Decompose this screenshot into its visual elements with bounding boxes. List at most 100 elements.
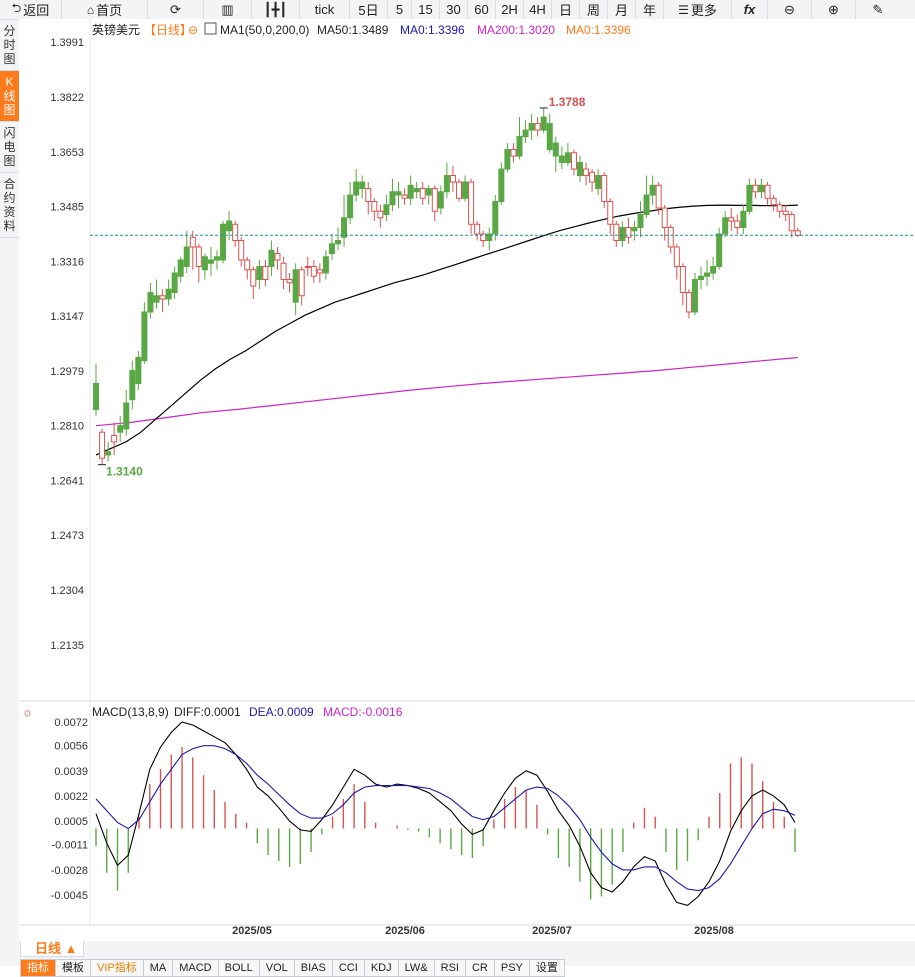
price-tick-label: 1.2135 — [50, 640, 84, 652]
candle-body — [377, 210, 384, 219]
formula-button[interactable]: fx — [732, 0, 768, 19]
period-4h[interactable]: 4H — [524, 0, 552, 19]
candle-body — [528, 123, 535, 131]
indicator-tab[interactable]: 指标 — [20, 959, 56, 977]
indicator-tab[interactable]: MA — [143, 959, 174, 977]
period-label: 日 — [558, 3, 572, 18]
period-5[interactable]: 5 — [388, 0, 412, 19]
indicator-tab[interactable]: KDJ — [364, 959, 399, 977]
period-month[interactable]: 月 — [608, 0, 636, 19]
home-button[interactable]: ⌂ 首页 — [62, 0, 148, 19]
candle-body — [226, 220, 233, 232]
candle-body — [395, 191, 402, 196]
sidebar-item-contract-info[interactable]: 合约资料 — [0, 173, 19, 238]
menu-icon: ☰ — [678, 2, 689, 17]
candle-body — [268, 249, 275, 268]
indicator-icon[interactable] — [204, 22, 217, 35]
indicator-tab[interactable]: RSI — [434, 959, 466, 977]
indicator-tab[interactable]: 设置 — [529, 959, 565, 977]
indicator-tab[interactable]: VIP指标 — [91, 959, 144, 977]
candle-body — [177, 259, 184, 277]
kline-chart[interactable]: 1.3991 1.3822 1.3653 1.3485 1.3316 1.3147 1.29… — [0, 0, 915, 941]
more-button[interactable]: ☰ 更多 — [664, 0, 732, 19]
candle-body — [365, 188, 372, 203]
candle-type-button[interactable]: ┃╋┃ — [252, 0, 300, 19]
period-selector-button[interactable]: 日线 ▲ — [20, 941, 84, 957]
candle-body — [201, 256, 208, 271]
candle-body — [679, 266, 686, 293]
price-tick-label: 1.3485 — [50, 201, 84, 213]
candle-body — [673, 246, 680, 268]
period-year[interactable]: 年 — [636, 0, 664, 19]
chart-type-button[interactable]: ▥ — [204, 0, 252, 19]
period-week[interactable]: 周 — [580, 0, 608, 19]
sidebar-item-timeshare[interactable]: 分时图 — [0, 20, 19, 71]
candle-body — [425, 188, 432, 196]
candle-body — [462, 181, 469, 199]
indicator-tab[interactable]: 模板 — [56, 959, 91, 977]
candle-body — [492, 201, 499, 235]
candle-body — [322, 256, 329, 274]
back-button[interactable]: ⮌ 返回 — [0, 0, 62, 19]
candle-body — [716, 233, 723, 268]
sidebar-item-kline[interactable]: K线图 — [0, 71, 19, 122]
period-2h[interactable]: 2H — [496, 0, 524, 19]
candle-body — [637, 214, 644, 229]
period-15[interactable]: 15 — [412, 0, 440, 19]
candle-body — [165, 288, 172, 300]
indicator-tab[interactable]: LW& — [398, 959, 435, 977]
candle-body — [232, 223, 239, 242]
indicator-tab[interactable]: PSY — [494, 959, 530, 977]
refresh-button[interactable]: ⟳ — [148, 0, 204, 19]
candle-body — [419, 188, 426, 199]
candle-body — [141, 311, 148, 362]
period-5d[interactable]: 5日 — [350, 0, 388, 19]
indicator-tabs: 指标 模板 VIP指标 MA MACD BOLL VOL BIAS CCI KDJ LW& RSI CR… — [20, 959, 565, 977]
candle-body — [504, 149, 511, 170]
draw-button[interactable]: ✎ — [856, 0, 900, 19]
candle-body — [105, 451, 112, 456]
candle-body — [431, 188, 438, 212]
candle-body — [353, 181, 360, 196]
settings-icon[interactable]: ⊖ — [188, 23, 198, 37]
period-tick[interactable]: tick — [300, 0, 350, 19]
indicator-tab[interactable]: VOL — [259, 959, 295, 977]
macd-sun-icon[interactable]: ☼ — [22, 705, 33, 719]
period-day[interactable]: 日 — [552, 0, 580, 19]
indicator-tab[interactable]: CR — [465, 959, 495, 977]
macd-legend-dea: DEA:0.0009 — [249, 705, 314, 719]
sidebar-item-flash[interactable]: 闪电图 — [0, 122, 19, 173]
price-tick-label: 1.2979 — [50, 366, 84, 378]
candle-body — [480, 233, 487, 242]
candlestick-icon: ┃╋┃ — [263, 1, 288, 17]
candle-body — [468, 181, 475, 225]
zoom-out-button[interactable]: ⊖ — [768, 0, 812, 19]
price-tick-label: 1.3316 — [50, 256, 84, 268]
dea-line — [95, 745, 796, 892]
candle-body — [498, 168, 505, 203]
price-tick-label: 1.3991 — [50, 37, 84, 49]
macd-tick-label: -0.0045 — [51, 890, 88, 902]
candle-body — [534, 123, 541, 131]
candle-body — [685, 291, 692, 313]
candle-body — [746, 184, 753, 212]
candle-body — [734, 220, 741, 229]
zoom-out-icon: ⊖ — [784, 1, 795, 17]
indicator-tab[interactable]: CCI — [332, 959, 365, 977]
legend-period[interactable]: 【日线】 — [144, 23, 192, 37]
candle-body — [564, 152, 571, 164]
period-60[interactable]: 60 — [468, 0, 496, 19]
zoom-in-button[interactable]: ⊕ — [812, 0, 856, 19]
period-label: 月 — [614, 3, 628, 18]
period-30[interactable]: 30 — [440, 0, 468, 19]
candle-body — [764, 184, 771, 199]
candle-body — [207, 259, 214, 264]
candle-body — [794, 230, 801, 236]
indicator-tab[interactable]: MACD — [173, 959, 219, 977]
diff-line — [95, 721, 796, 907]
period-label: 年 — [642, 3, 656, 18]
candle-body — [347, 194, 354, 219]
indicator-tab[interactable]: BOLL — [218, 959, 260, 977]
indicator-tab[interactable]: BIAS — [294, 959, 333, 977]
period-label: 2H — [501, 2, 518, 17]
